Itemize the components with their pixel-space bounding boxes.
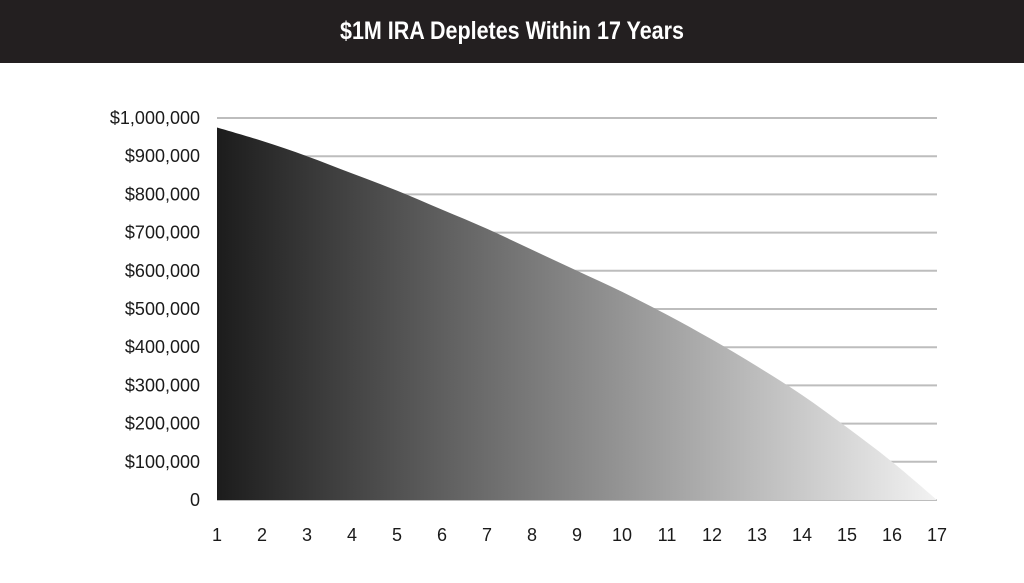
x-tick-label: 14 — [792, 525, 812, 545]
title-bar: $1M IRA Depletes Within 17 Years — [0, 0, 1024, 63]
x-tick-label: 1 — [212, 525, 222, 545]
x-tick-label: 12 — [702, 525, 722, 545]
balance-area — [217, 127, 937, 501]
y-tick-label: $800,000 — [125, 184, 200, 204]
x-tick-label: 17 — [927, 525, 947, 545]
x-tick-label: 8 — [527, 525, 537, 545]
x-tick-label: 4 — [347, 525, 357, 545]
y-tick-label: $900,000 — [125, 146, 200, 166]
y-tick-label: $200,000 — [125, 414, 200, 434]
x-tick-label: 11 — [658, 525, 677, 545]
y-tick-label: $700,000 — [125, 223, 200, 243]
y-tick-label: $100,000 — [125, 452, 200, 472]
y-tick-label: $500,000 — [125, 299, 200, 319]
chart-title: $1M IRA Depletes Within 17 Years — [340, 17, 684, 45]
x-tick-label: 15 — [837, 525, 857, 545]
x-tick-label: 6 — [437, 525, 447, 545]
y-tick-label: 0 — [190, 490, 200, 510]
x-tick-label: 16 — [882, 525, 902, 545]
y-tick-label: $300,000 — [125, 375, 200, 395]
x-tick-label: 7 — [482, 525, 492, 545]
x-tick-label: 10 — [612, 525, 632, 545]
x-tick-label: 2 — [257, 525, 267, 545]
x-tick-label: 5 — [392, 525, 402, 545]
x-tick-label: 3 — [302, 525, 312, 545]
y-axis-ticks: 0 $100,000 $200,000 $300,000 $400,000 $500,00… — [110, 108, 200, 510]
y-tick-label: $400,000 — [125, 337, 200, 357]
x-axis-ticks: 1 2 3 4 5 6 7 8 9 10 11 12 13 14 15 16 17 — [212, 525, 947, 545]
y-tick-label: $600,000 — [125, 261, 200, 281]
area-layer — [217, 127, 937, 501]
x-tick-label: 13 — [747, 525, 767, 545]
x-tick-label: 9 — [572, 525, 582, 545]
y-tick-label: $1,000,000 — [110, 108, 200, 128]
